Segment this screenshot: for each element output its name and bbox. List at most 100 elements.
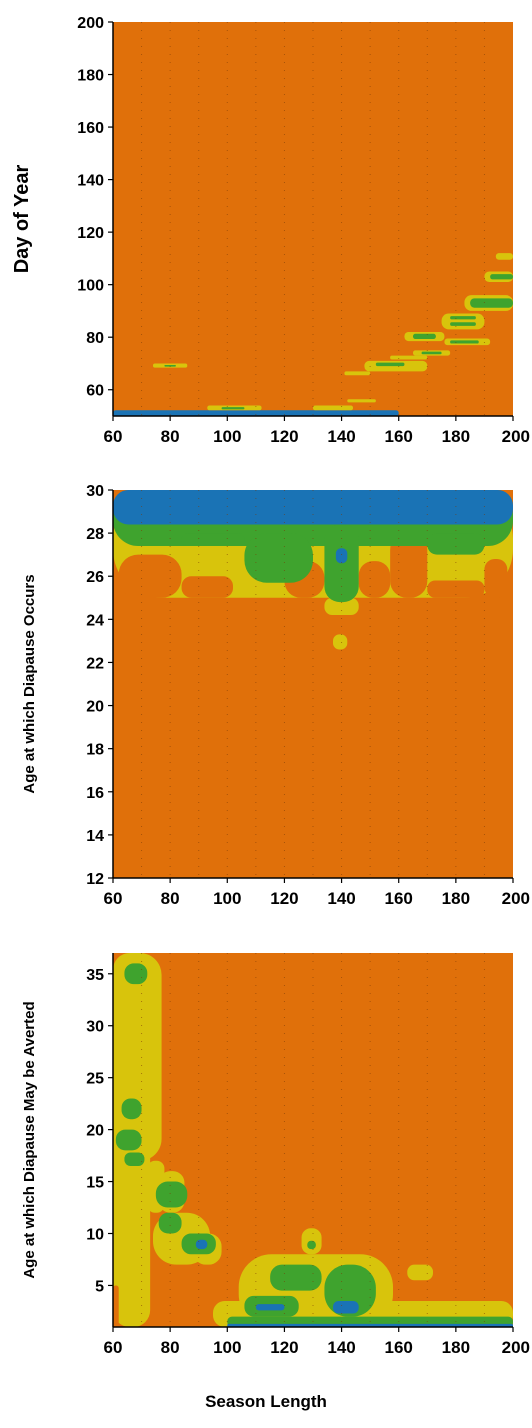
heatmap-region — [441, 313, 485, 330]
panel-1: 60 80 100 120 140 160 180 200 60 80 100 120 140 160 18… — [11, 15, 530, 446]
y-tick-label: 12 — [86, 871, 104, 888]
plot-area — [113, 22, 513, 416]
x-tick-label: 180 — [442, 427, 470, 446]
heatmap-region — [421, 351, 442, 355]
x-tick-label: 60 — [104, 1338, 123, 1357]
heatmap-region — [333, 1301, 359, 1314]
y-tick-label: 30 — [86, 1019, 104, 1036]
x-tick-label: 100 — [213, 1338, 241, 1357]
heatmap-region — [324, 597, 359, 616]
y-tick-label: 35 — [86, 967, 104, 984]
plot-area — [113, 953, 513, 1327]
heatmap-region — [158, 1212, 182, 1234]
heatmap-region — [427, 580, 485, 598]
heatmap-region — [450, 340, 479, 344]
heatmap-region — [181, 576, 233, 598]
heatmap-region — [113, 490, 513, 525]
x-tick-label: 80 — [161, 427, 180, 446]
heatmap-region — [255, 1304, 285, 1311]
heatmap-region — [118, 554, 182, 598]
y-tick-label: 10 — [86, 1227, 104, 1244]
x-tick-label: 120 — [270, 427, 298, 446]
y-tick-label: 16 — [86, 785, 104, 802]
y-tick-label: 140 — [77, 173, 104, 190]
y-axis-title: Age at which Diapause May be Averted — [21, 1001, 38, 1278]
heatmap-region — [375, 362, 405, 367]
heatmap-region — [124, 1152, 145, 1166]
y-tick-label: 14 — [86, 828, 104, 845]
y-tick-label: 30 — [86, 483, 104, 500]
heatmap-region — [121, 1098, 142, 1120]
x-tick-label: 200 — [502, 889, 530, 908]
heatmap-region — [244, 533, 313, 583]
heatmap-region — [344, 371, 371, 376]
heatmap-region — [181, 533, 245, 547]
heatmap-region — [270, 1264, 322, 1291]
heatmap-region — [358, 561, 391, 598]
x-tick-label: 160 — [385, 427, 413, 446]
x-tick-label: 80 — [161, 889, 180, 908]
heatmap-background — [113, 22, 513, 416]
x-tick-label: 120 — [270, 1338, 298, 1357]
heatmap-region — [335, 548, 348, 564]
y-tick-label: 20 — [86, 699, 104, 716]
heatmap-region — [347, 399, 376, 403]
heatmap-region — [427, 533, 485, 555]
y-axis-title: Day of Year — [11, 164, 33, 273]
y-tick-label: 60 — [86, 383, 104, 400]
heatmap-region — [313, 405, 353, 411]
heatmap-region — [484, 558, 508, 598]
heatmap-region — [495, 253, 513, 260]
heatmap-region — [195, 1239, 208, 1250]
y-axis-title: Age at which Diapause Occurs — [21, 574, 38, 793]
y-tick-label: 160 — [77, 120, 104, 137]
heatmap-region — [390, 533, 428, 598]
y-tick-label: 200 — [77, 15, 104, 32]
y-tick-label: 24 — [86, 612, 104, 629]
y-tick-label: 15 — [86, 1175, 104, 1192]
heatmap-region — [113, 1285, 119, 1327]
y-tick-label: 120 — [77, 225, 104, 242]
x-tick-label: 120 — [270, 889, 298, 908]
y-tick-label: 100 — [77, 278, 104, 295]
shared-x-axis-title: Season Length — [205, 1392, 327, 1411]
y-tick-label: 25 — [86, 1071, 104, 1088]
y-tick-label: 26 — [86, 569, 104, 586]
x-tick-label: 180 — [442, 889, 470, 908]
x-tick-label: 60 — [104, 889, 123, 908]
y-tick-label: 180 — [77, 68, 104, 85]
x-tick-label: 200 — [502, 1338, 530, 1357]
heatmap-region — [490, 274, 513, 280]
x-tick-label: 60 — [104, 427, 123, 446]
x-tick-label: 100 — [213, 889, 241, 908]
panel-2: 60 80 100 120 140 160 180 200 12 14 16 18 20 22 24 26 28… — [21, 483, 530, 908]
heatmap-region — [390, 355, 428, 360]
y-tick-label: 20 — [86, 1123, 104, 1140]
heatmap-region — [164, 365, 176, 367]
heatmap-region — [227, 1323, 513, 1327]
y-tick-label: 22 — [86, 655, 104, 672]
x-tick-label: 180 — [442, 1338, 470, 1357]
x-tick-label: 200 — [502, 427, 530, 446]
heatmap-region — [221, 407, 245, 410]
x-tick-label: 80 — [161, 1338, 180, 1357]
heatmap-region — [307, 1240, 316, 1250]
heatmap-region — [470, 298, 513, 308]
heatmap-region — [333, 634, 348, 650]
y-tick-label: 5 — [95, 1278, 104, 1295]
y-tick-label: 80 — [86, 330, 104, 347]
heatmap-region — [407, 1264, 433, 1281]
heatmap-region — [124, 963, 148, 985]
heatmap-region — [450, 322, 476, 326]
x-tick-label: 140 — [327, 889, 355, 908]
x-tick-label: 140 — [327, 427, 355, 446]
plot-area — [113, 490, 513, 878]
y-tick-label: 18 — [86, 742, 104, 759]
heatmap-region — [155, 1181, 188, 1208]
x-tick-label: 160 — [385, 1338, 413, 1357]
x-tick-label: 160 — [385, 889, 413, 908]
x-tick-label: 100 — [213, 427, 241, 446]
heatmap-region — [115, 1129, 142, 1151]
heatmap-region — [413, 333, 436, 340]
